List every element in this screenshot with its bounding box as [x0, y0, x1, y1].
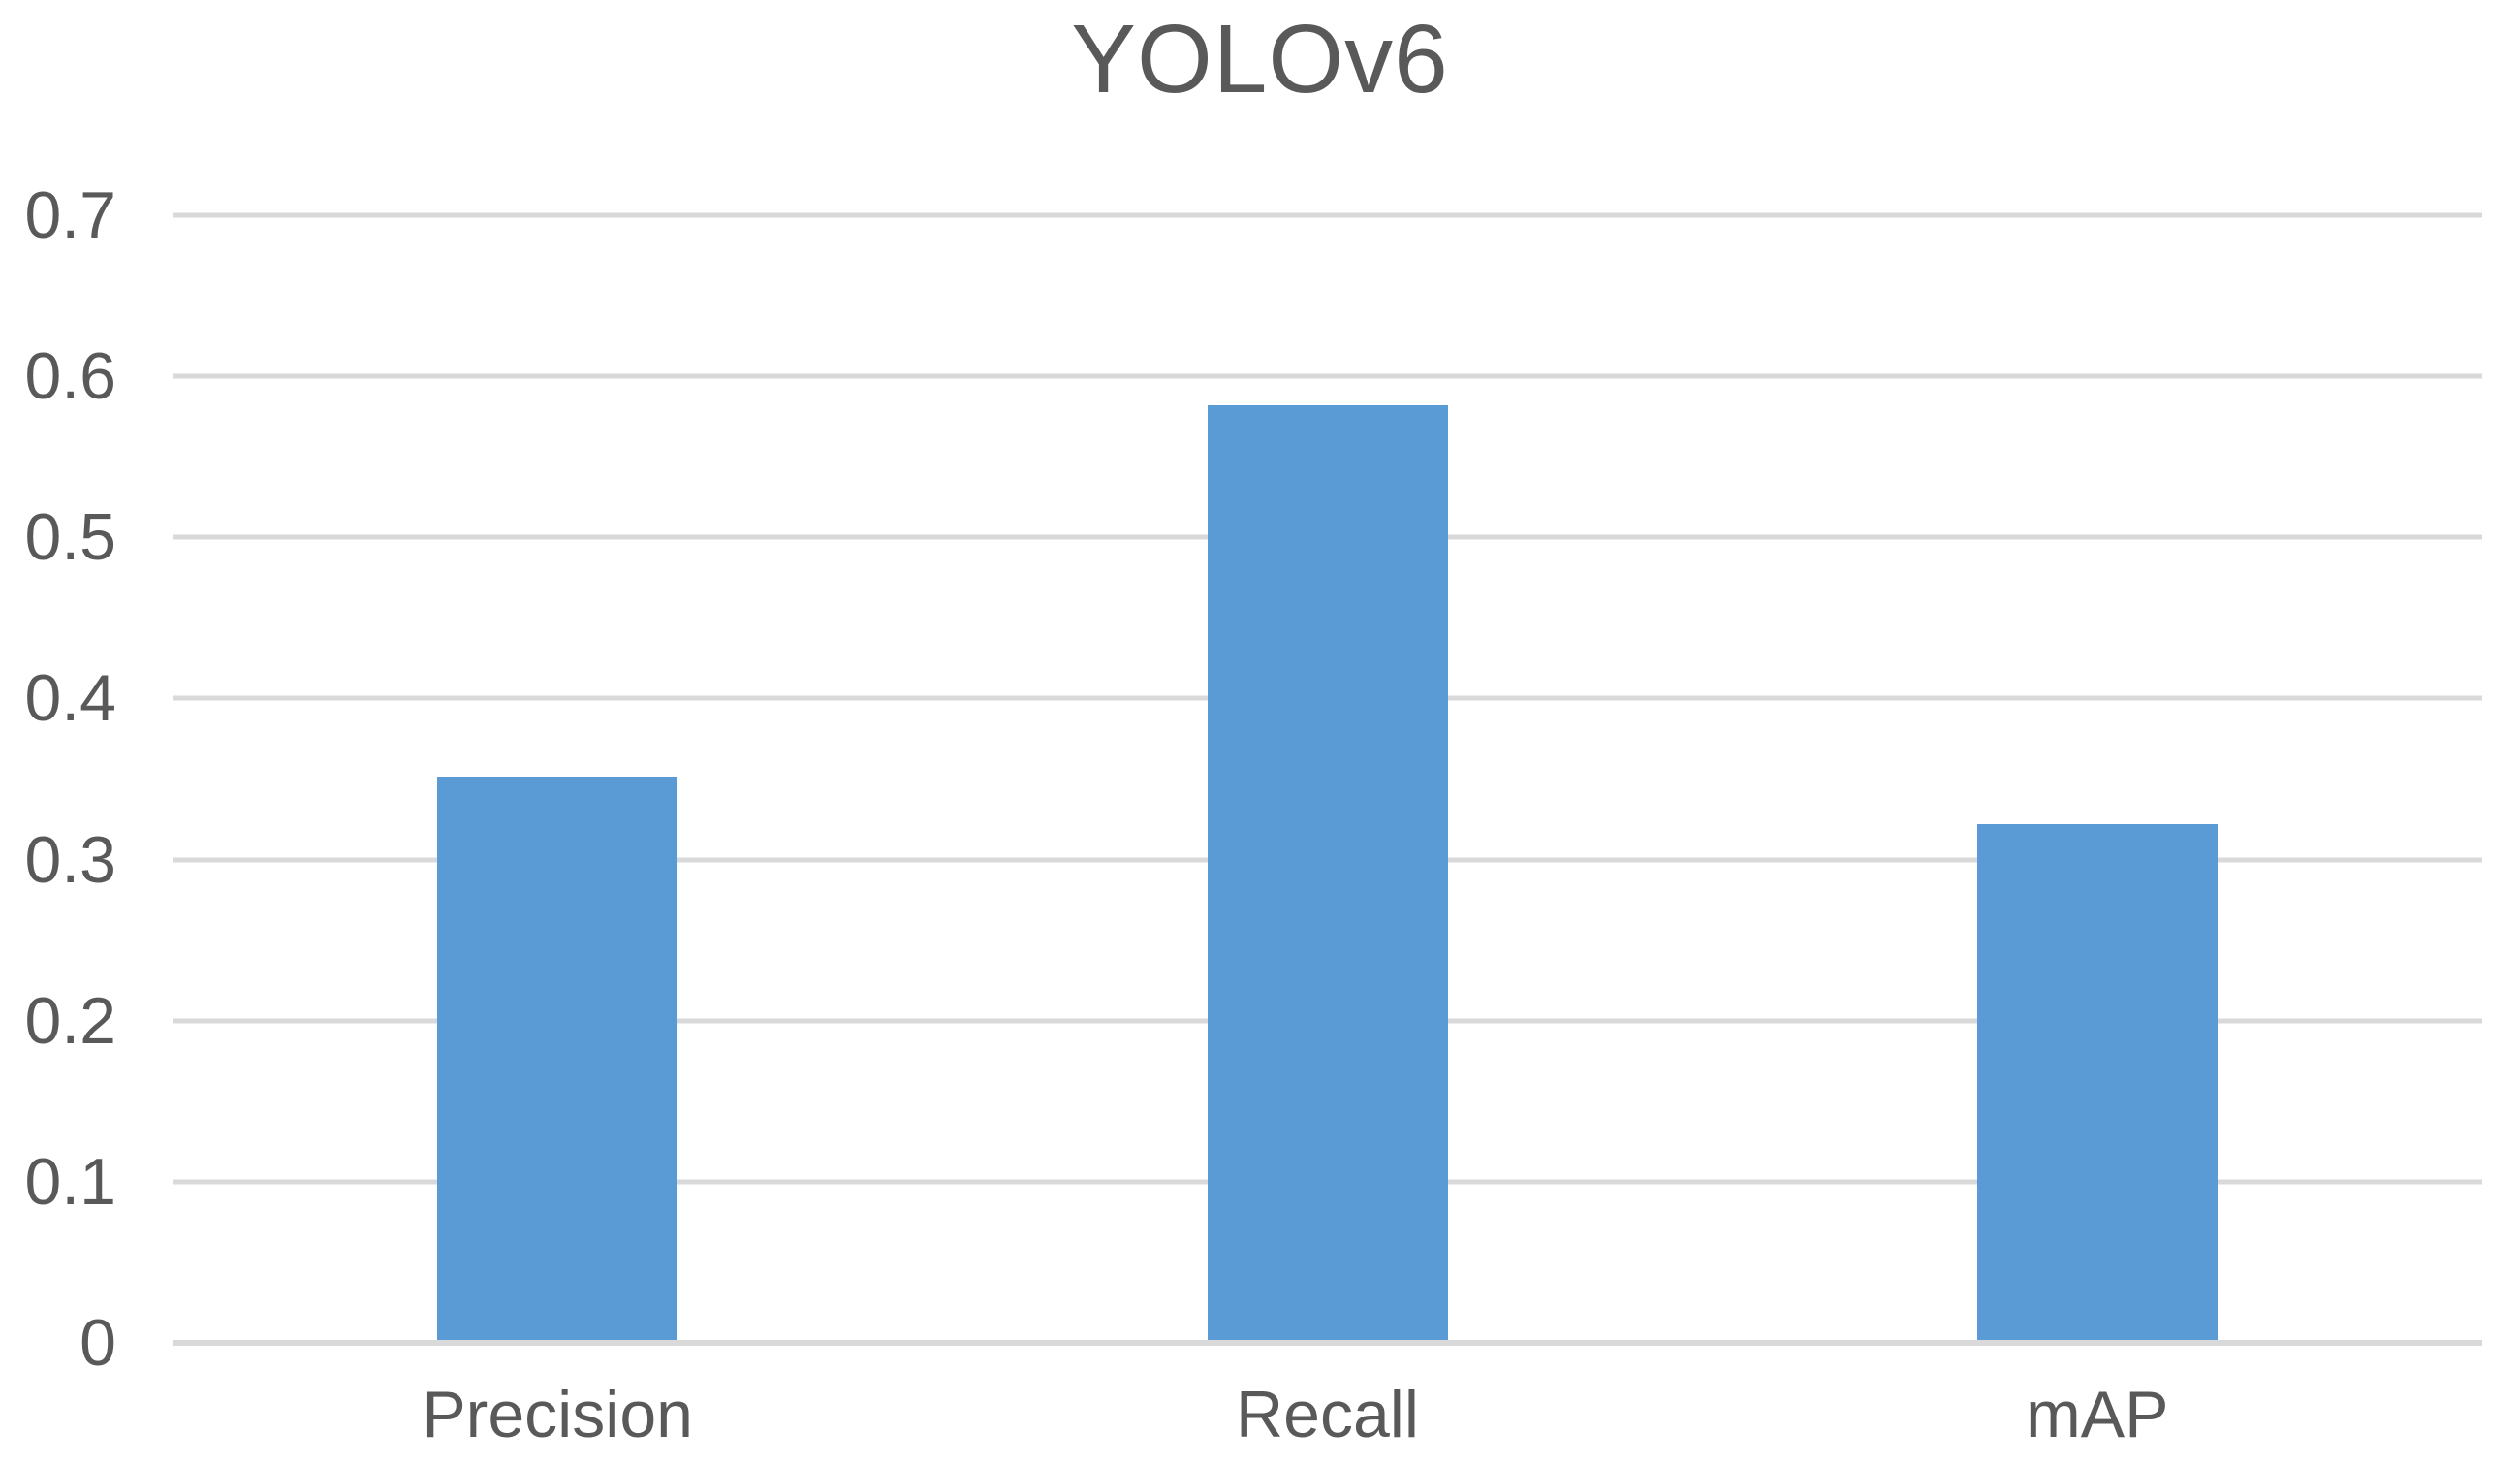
y-tick-label: 0.7 — [24, 178, 116, 252]
x-category-label: mAP — [2026, 1378, 2169, 1451]
bar-recall — [1207, 405, 1448, 1340]
chart-title: YOLOv6 — [1071, 5, 1449, 113]
y-tick-label: 0.2 — [24, 983, 116, 1058]
plot-area — [173, 212, 2482, 1346]
bar-precision — [437, 776, 678, 1340]
y-tick-label: 0.6 — [24, 339, 116, 414]
y-tick-label: 0 — [79, 1306, 116, 1380]
y-tick-label: 0.4 — [24, 661, 116, 736]
y-tick-label: 0.1 — [24, 1144, 116, 1219]
y-tick-label: 0.5 — [24, 500, 116, 575]
bar-map — [1976, 824, 2218, 1340]
x-axis: Precision Recall mAP — [173, 1382, 2482, 1465]
x-axis-line — [173, 1340, 2482, 1346]
x-category-label: Recall — [1236, 1378, 1419, 1451]
y-axis: 0 0.1 0.2 0.3 0.4 0.5 0.6 0.7 — [0, 182, 116, 1376]
gridline — [173, 373, 2482, 379]
gridline — [173, 212, 2482, 218]
y-tick-label: 0.3 — [24, 822, 116, 897]
x-category-label: Precision — [422, 1378, 693, 1451]
